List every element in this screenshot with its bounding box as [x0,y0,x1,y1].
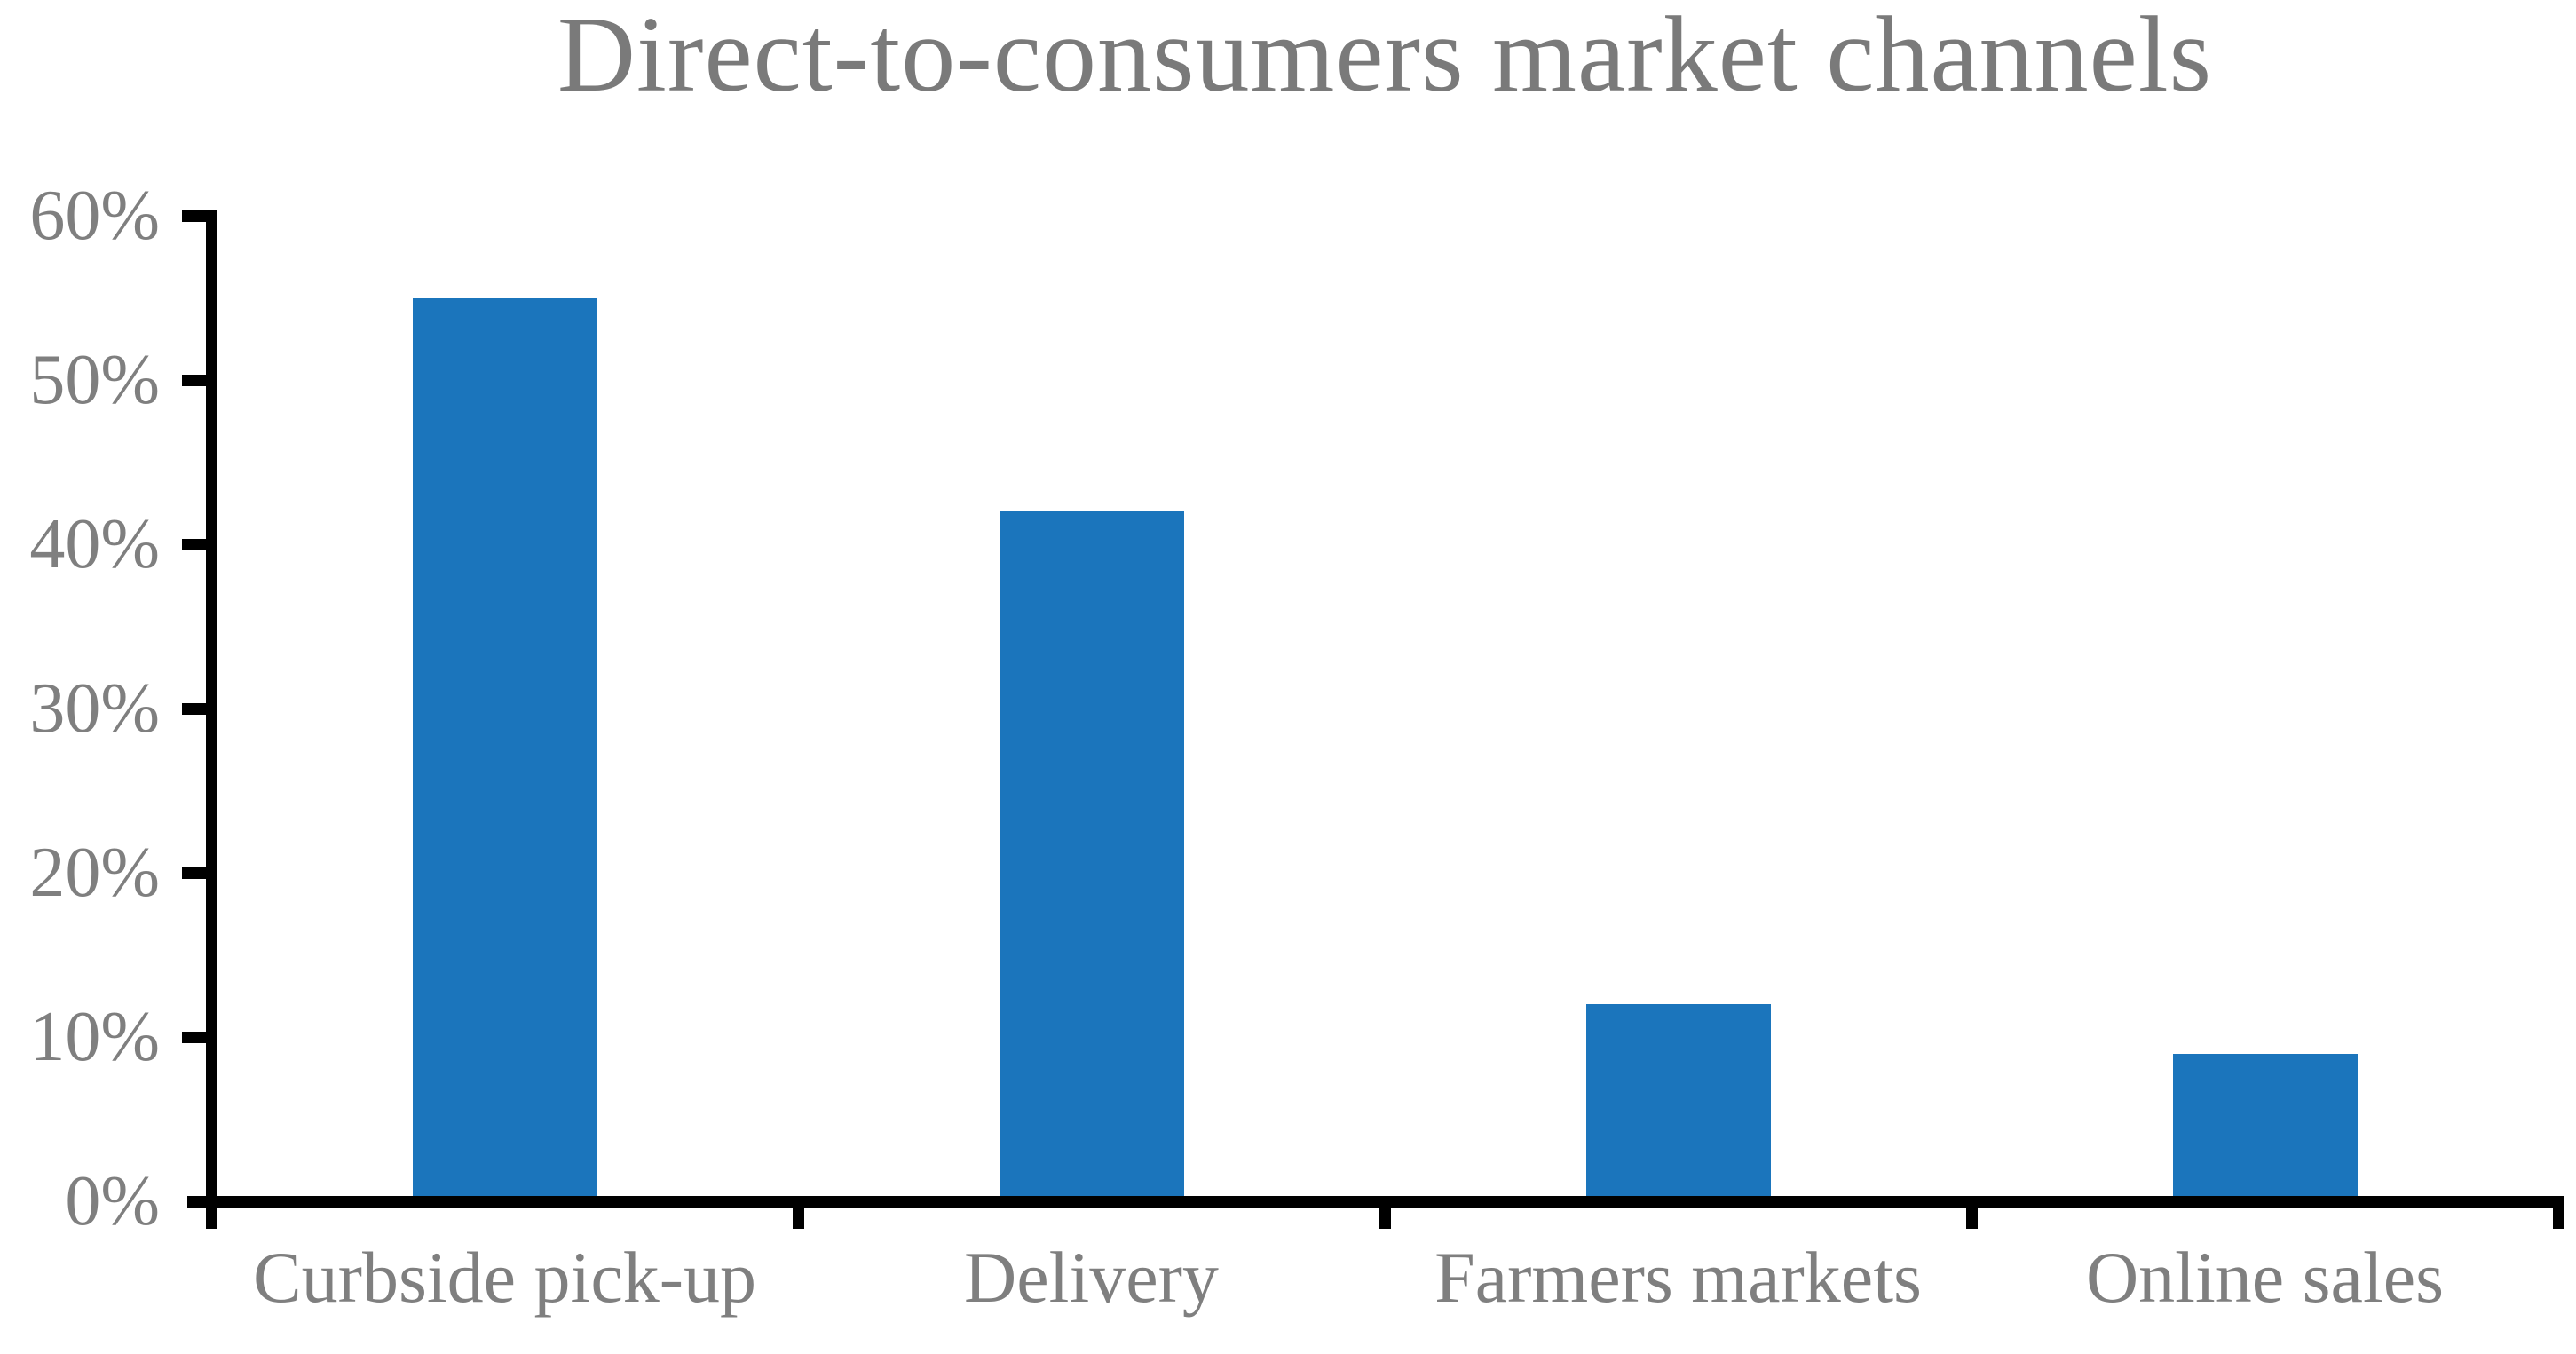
bar [2172,1053,2358,1201]
y-axis-tick [182,1031,211,1043]
chart-title: Direct-to-consumers market channels [557,0,2213,115]
y-tick-label: 0% [65,1162,160,1240]
category-label: Farmers markets [1434,1237,1922,1318]
y-tick-label: 50% [29,341,160,419]
y-axis-tick [182,210,211,222]
y-tick-label: 20% [29,834,160,912]
category-label: Curbside pick-up [252,1237,757,1318]
bar [1585,1004,1771,1201]
x-axis-tick [792,1201,804,1229]
x-axis-tick [1965,1201,1978,1229]
y-tick-label: 60% [29,177,160,255]
y-axis-line [205,210,217,1229]
y-axis-tick [182,538,211,550]
x-axis-line [187,1195,2564,1208]
y-axis-tick [182,702,211,715]
category-label: Delivery [964,1237,1219,1318]
y-axis-tick [182,867,211,879]
y-tick-label: 40% [29,505,160,583]
x-axis-tick [2552,1201,2564,1229]
x-axis-tick [1379,1201,1391,1229]
bar [999,511,1184,1201]
bar [412,297,597,1201]
y-axis-tick [182,374,211,386]
category-label: Online sales [2085,1237,2445,1318]
y-tick-label: 30% [29,669,160,748]
y-tick-label: 10% [29,998,160,1076]
